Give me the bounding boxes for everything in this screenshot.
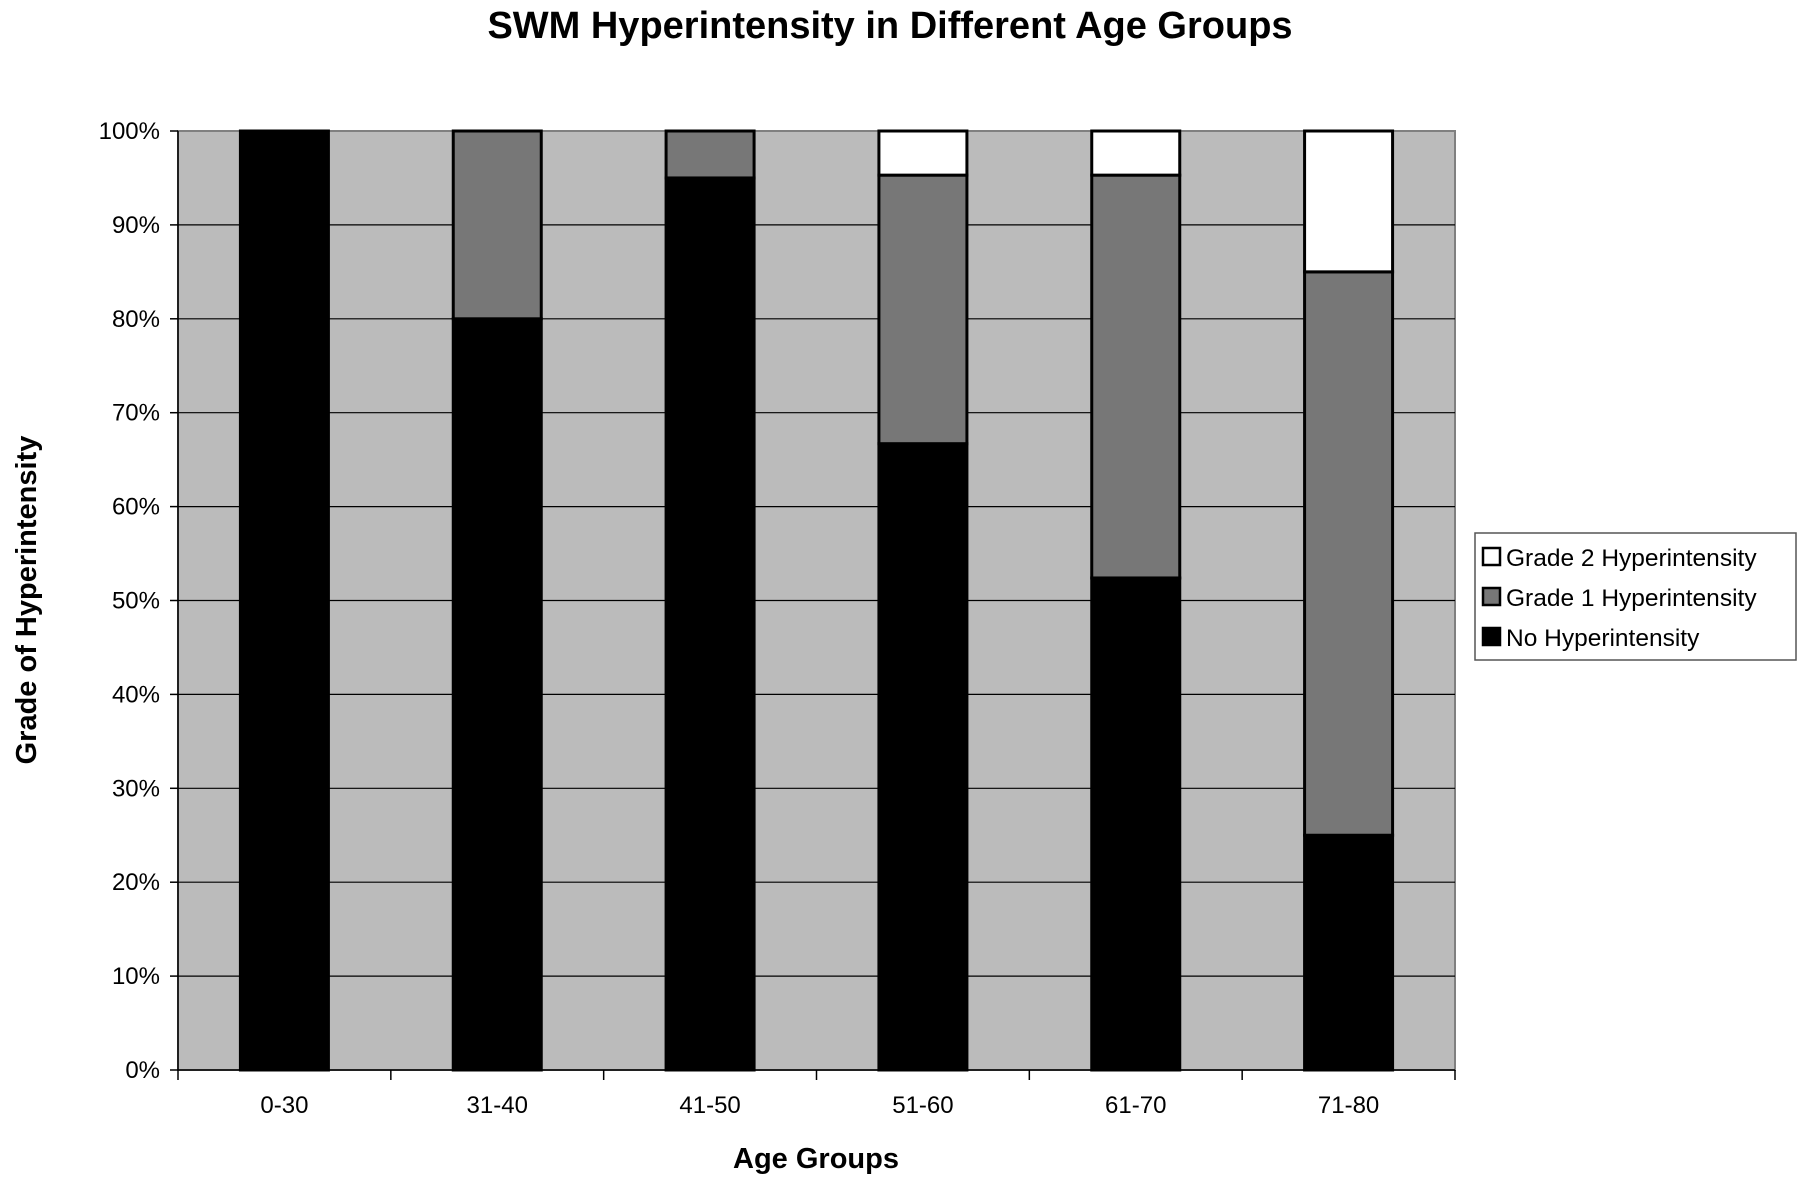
x-tick-label: 31-40 [467,1092,528,1119]
gridlines [178,224,1455,977]
bar-41-50-grade-1-hyperintensity [664,129,756,180]
y-tick-label: 70% [112,400,160,427]
bars [238,129,1395,1072]
bar-0-30-no-hyperintensity [238,129,330,1072]
legend-swatch-grade-1-hyperintensity [1481,586,1502,607]
y-tick-label: 60% [112,494,160,521]
y-tick-label: 40% [112,681,160,708]
bar-51-60-grade-1-hyperintensity [877,173,969,446]
x-axis-title: Age Groups [733,1143,899,1175]
y-tick-label: 50% [112,588,160,615]
bar-71-80-grade-2-hyperintensity [1303,129,1395,274]
legend-swatch-grade-2-hyperintensity [1481,546,1502,567]
y-tick-label: 90% [112,212,160,239]
y-tick-label: 20% [112,869,160,896]
bar-31-40-no-hyperintensity [451,317,543,1072]
tick-labels: 0% 10% 20% 30% 40% 50% 60% 70% 80% 90% 100% 0-30 31-… [99,118,1380,1119]
y-axis-title: Grade of Hyperintensity [11,436,43,765]
bar-61-70-grade-2-hyperintensity [1090,129,1182,177]
axes [170,130,1456,1080]
legend-swatch-no-hyperintensity [1481,626,1502,647]
bar-51-60-no-hyperintensity [877,442,969,1072]
x-tick-label: 0-30 [260,1092,308,1119]
bar-71-80-grade-1-hyperintensity [1303,270,1395,837]
y-tick-label: 0% [125,1057,160,1084]
y-tick-label: 100% [99,118,160,145]
legend: Grade 2 Hyperintensity Grade 1 Hyperinten… [1474,532,1797,661]
bar-61-70-grade-1-hyperintensity [1090,173,1182,580]
legend-label-grade-1-hyperintensity: Grade 1 Hyperintensity [1506,585,1757,612]
x-tick-label: 71-80 [1318,1092,1379,1119]
x-tick-label: 51-60 [892,1092,953,1119]
legend-label-no-hyperintensity: No Hyperintensity [1506,625,1700,652]
y-tick-label: 10% [112,963,160,990]
chart-title: SWM Hyperintensity in Different Age Grou… [487,5,1292,47]
y-tick-label: 30% [112,775,160,802]
bar-71-80-no-hyperintensity [1303,833,1395,1072]
bar-51-60-grade-2-hyperintensity [877,129,969,177]
bar-31-40-grade-1-hyperintensity [451,129,543,321]
y-tick-label: 80% [112,306,160,333]
legend-box [1474,532,1797,661]
legend-label-grade-2-hyperintensity: Grade 2 Hyperintensity [1506,545,1757,572]
bar-41-50-no-hyperintensity [664,176,756,1072]
bar-61-70-no-hyperintensity [1090,576,1182,1072]
x-tick-label: 41-50 [679,1092,740,1119]
x-tick-label: 61-70 [1105,1092,1166,1119]
